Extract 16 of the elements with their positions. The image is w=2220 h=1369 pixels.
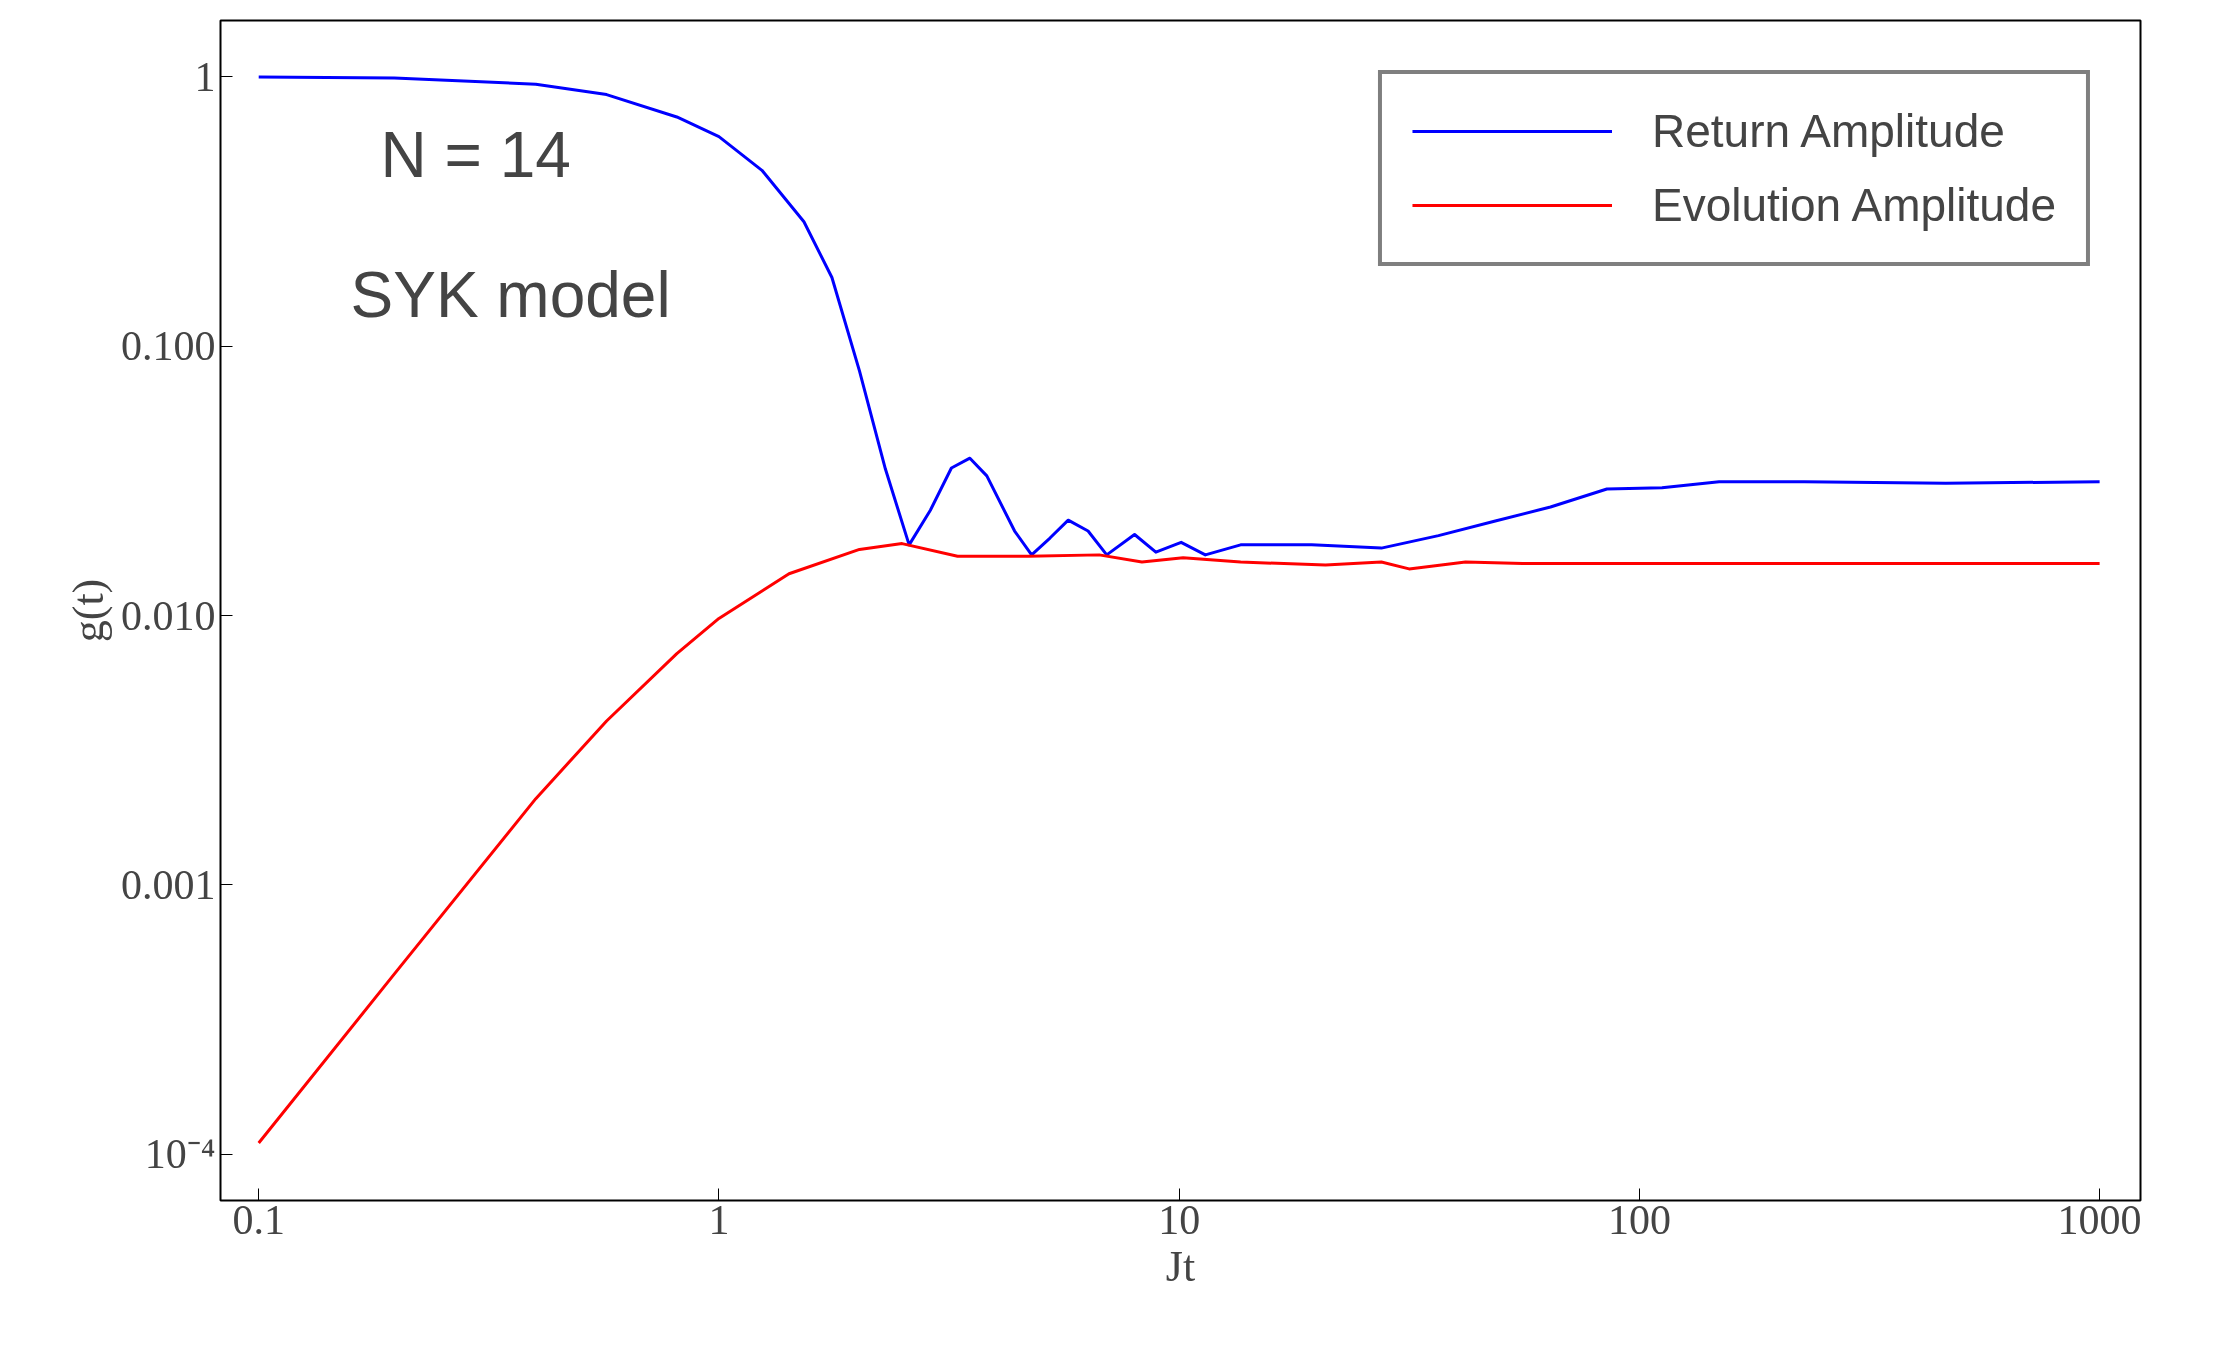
x-tick-label: 0.1 xyxy=(232,1196,285,1243)
y-tick-label: 0.100 xyxy=(121,323,216,370)
y-tick-label: 0.010 xyxy=(121,592,216,639)
annotation: N = 14 xyxy=(380,118,571,191)
x-tick-label: 1000 xyxy=(2057,1196,2142,1243)
annotation: SYK model xyxy=(350,258,671,331)
legend-label: Return Amplitude xyxy=(1651,104,2005,158)
y-axis-title: g(t) xyxy=(64,578,113,643)
x-axis-title: Jt xyxy=(1165,1241,1196,1291)
legend-label: Evolution Amplitude xyxy=(1651,178,2056,232)
y-tick-label: 0.001 xyxy=(121,861,216,908)
x-tick-label: 100 xyxy=(1607,1196,1671,1243)
x-tick-label: 10 xyxy=(1158,1196,1201,1243)
y-tick-label: 10⁻⁴ xyxy=(144,1131,216,1178)
x-tick-label: 1 xyxy=(708,1196,730,1243)
y-tick-label: 1 xyxy=(194,53,216,100)
